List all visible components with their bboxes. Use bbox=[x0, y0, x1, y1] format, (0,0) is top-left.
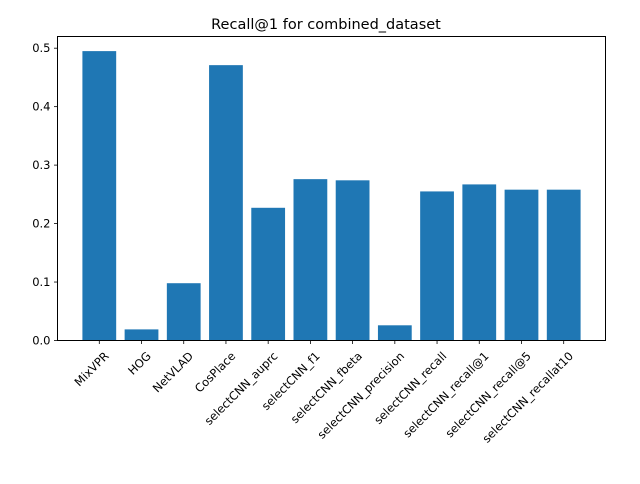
bar-cosplace bbox=[209, 65, 243, 341]
y-tick-label: 0.5 bbox=[32, 41, 50, 55]
bar-selectcnn-fbeta bbox=[335, 180, 370, 341]
y-tick-label: 0.2 bbox=[32, 217, 50, 231]
bar-selectcnn-precision bbox=[377, 325, 412, 341]
y-tick-label: 0.4 bbox=[32, 100, 50, 114]
x-tick-label-selectcnn-fbeta: selectCNN_fbeta bbox=[288, 349, 365, 426]
bar-netvlad bbox=[166, 283, 201, 341]
x-tick-label-netvlad: NetVLAD bbox=[150, 349, 196, 395]
chart-title: Recall@1 for combined_dataset bbox=[211, 17, 441, 33]
bar-hog bbox=[124, 329, 159, 341]
x-tick-label-mixvpr: MixVPR bbox=[72, 349, 112, 389]
bar-selectcnn-recall-5 bbox=[504, 189, 539, 341]
x-axis: MixVPR HOGNetVLADCosPlaceselectCNN_auprcs… bbox=[72, 340, 576, 446]
bar-selectcnn-recall bbox=[420, 191, 454, 341]
x-tick-label-hog: HOG bbox=[125, 349, 154, 378]
plot-frame bbox=[57, 36, 606, 341]
bar-selectcnn-recallat10 bbox=[546, 189, 581, 341]
bar-selectcnn-auprc bbox=[251, 207, 286, 341]
bar-selectcnn-recall-1 bbox=[462, 184, 497, 341]
x-tick-label-selectcnn-auprc: selectCNN_auprc bbox=[202, 349, 281, 428]
bar-mixvpr bbox=[82, 51, 117, 341]
y-axis: 0.0 0.1 0.2 0.3 0.4 0.5 bbox=[32, 41, 58, 348]
y-tick-label: 0.3 bbox=[32, 158, 50, 172]
y-tick-label: 0.1 bbox=[32, 275, 50, 289]
y-tick-label: 0.0 bbox=[32, 334, 50, 348]
x-tick-label-selectcnn-recall: selectCNN_recall bbox=[371, 349, 449, 427]
bar-selectcnn-f1 bbox=[293, 179, 328, 341]
bars-group bbox=[82, 51, 581, 341]
